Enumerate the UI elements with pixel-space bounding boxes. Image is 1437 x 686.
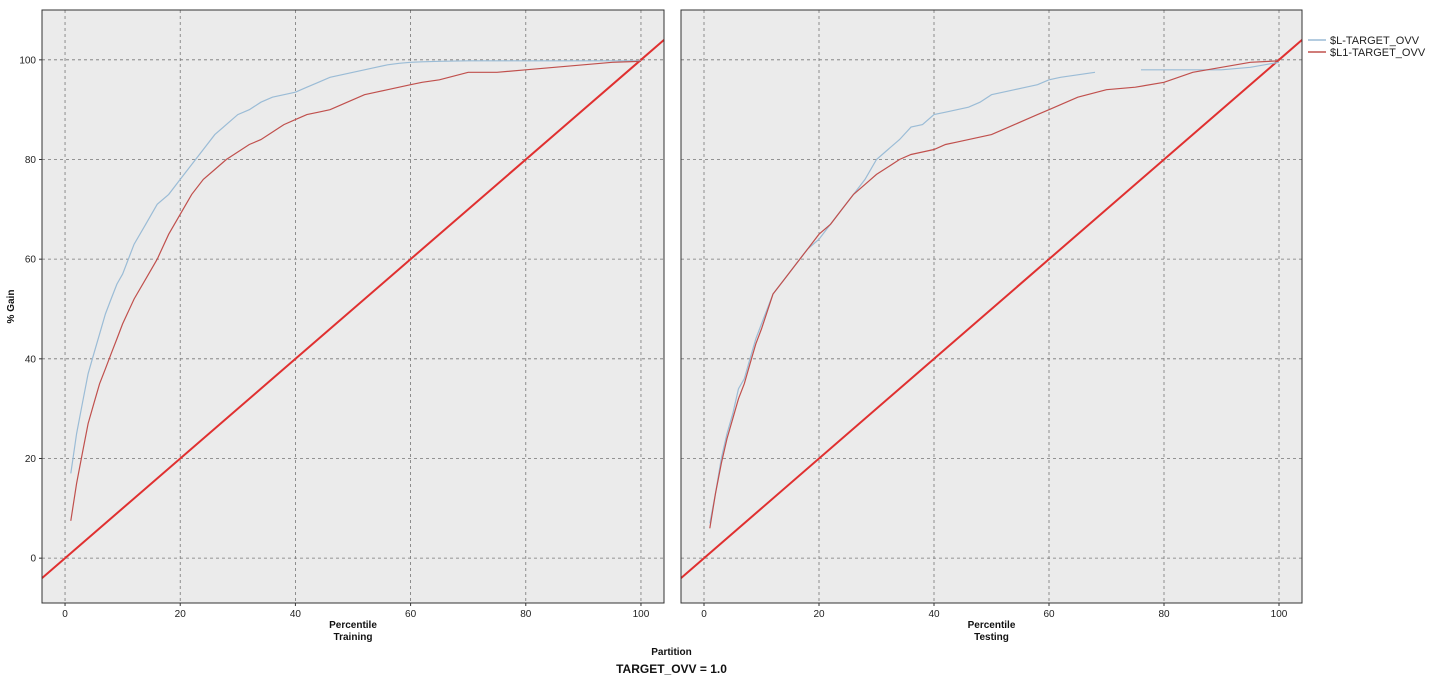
x-tick-label: 20 <box>175 609 187 620</box>
legend-label: $L-TARGET_OVV <box>1330 35 1420 47</box>
panel-background <box>681 10 1302 603</box>
panel-frame <box>680 9 1303 604</box>
x-tick-label: 20 <box>813 609 825 620</box>
x-tick-label: 0 <box>62 609 68 620</box>
y-tick-label: 40 <box>25 354 37 365</box>
baseline-line <box>41 39 665 579</box>
y-tick-label: 20 <box>25 454 37 465</box>
y-tick-label: 100 <box>19 55 36 66</box>
y-tick-label: 0 <box>30 554 36 565</box>
x-axis-title: Percentile <box>968 620 1016 631</box>
y-tick-label: 80 <box>25 155 37 166</box>
panel-background <box>42 10 664 603</box>
x-tick-label: 60 <box>1043 609 1055 620</box>
y-tick-label: 60 <box>25 255 37 266</box>
x-tick-label: 100 <box>633 609 650 620</box>
partition-title: Partition <box>651 647 692 658</box>
y-axis-title: % Gain <box>6 290 17 324</box>
series-line-l1 <box>709 60 1280 529</box>
x-axis-title: Percentile <box>329 620 377 631</box>
x-tick-label: 80 <box>1158 609 1170 620</box>
legend-label: $L1-TARGET_OVV <box>1330 47 1426 59</box>
baseline-line <box>680 39 1303 579</box>
x-tick-label: 0 <box>701 609 707 620</box>
panel-frame <box>41 9 665 604</box>
x-tick-label: 40 <box>290 609 302 620</box>
x-tick-label: 100 <box>1271 609 1288 620</box>
x-tick-label: 40 <box>928 609 940 620</box>
x-tick-label: 80 <box>520 609 532 620</box>
series-line-l <box>70 60 641 474</box>
x-tick-label: 60 <box>405 609 417 620</box>
partition-label: Training <box>334 632 373 643</box>
series-line-l1 <box>70 60 642 521</box>
footer-title: TARGET_OVV = 1.0 <box>616 662 727 676</box>
partition-label: Testing <box>974 632 1009 643</box>
